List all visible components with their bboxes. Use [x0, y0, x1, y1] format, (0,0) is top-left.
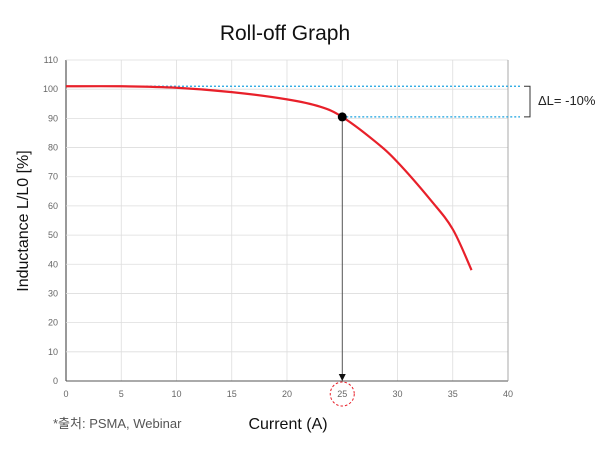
y-tick-label: 30 — [48, 288, 58, 298]
reference-lines — [66, 85, 520, 118]
delta-bracket — [524, 85, 531, 118]
y-tick-label: 80 — [48, 143, 58, 153]
x-tick-label: 40 — [503, 389, 513, 399]
y-tick-label: 40 — [48, 259, 58, 269]
x-axis-label: Current (A) — [248, 416, 327, 433]
y-axis-label: Inductance L/L0 [%] — [15, 150, 32, 291]
x-tick-label: 10 — [171, 389, 181, 399]
x-tick-label: 30 — [392, 389, 402, 399]
y-tick-label: 110 — [44, 55, 58, 65]
marker-point — [337, 112, 347, 122]
y-tick-label: 100 — [43, 84, 58, 94]
x-tick-label: 5 — [119, 389, 124, 399]
series-line — [65, 85, 473, 271]
y-tick-label: 20 — [48, 318, 58, 328]
tick-labels: 0 5 10 15 20 25 30 35 40 0 10 20 30 40 50 60 70 80 90 100 11… — [43, 55, 513, 399]
chart-title: Roll-off Graph — [220, 22, 350, 45]
x-tick-label: 0 — [63, 389, 68, 399]
y-tick-label: 10 — [48, 347, 58, 357]
y-tick-label: 70 — [48, 172, 58, 182]
y-tick-label: 60 — [48, 201, 58, 211]
arrow-head-icon — [338, 374, 346, 381]
x-tick-label: 35 — [448, 389, 458, 399]
y-tick-label: 50 — [48, 230, 58, 240]
y-tick-label: 90 — [48, 113, 58, 123]
grid — [65, 59, 509, 382]
y-tick-label: 0 — [53, 376, 58, 386]
source-note: *출처: PSMA, Webinar — [53, 416, 182, 431]
x-tick-label: 20 — [282, 389, 292, 399]
x-tick-label: 25 — [337, 389, 347, 399]
highlight-circle — [329, 381, 355, 407]
x-tick-label: 15 — [227, 389, 237, 399]
delta-annotation: ΔL= -10% — [538, 93, 596, 108]
